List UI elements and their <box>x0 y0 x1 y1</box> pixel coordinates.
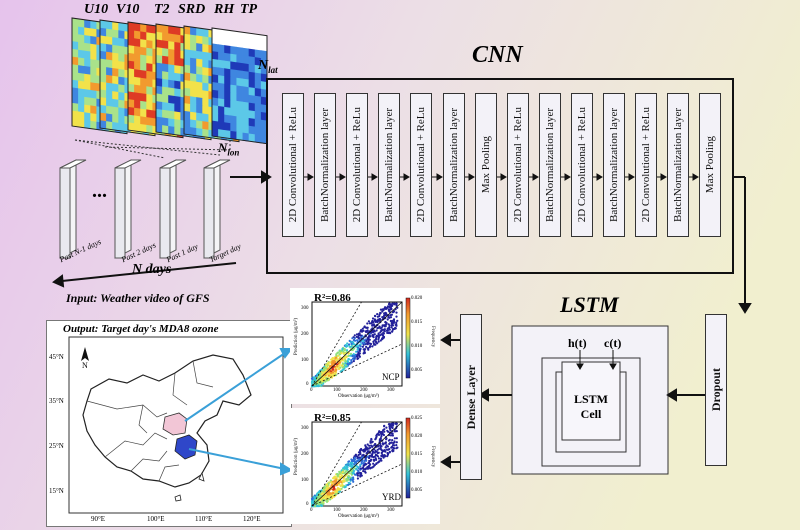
heatmap-stack <box>71 17 268 145</box>
ncp-ytick-100: 100 <box>301 358 309 363</box>
ncp-ylabel: Prediction (μg/m³) <box>294 318 299 356</box>
lstm-c-label: c(t) <box>604 336 622 350</box>
scatter-ncp-plot <box>310 297 411 388</box>
ncp-ytick-300: 300 <box>301 306 309 311</box>
dense-layer-box: Dense Layer <box>460 314 482 480</box>
lat-35: 35°N <box>49 397 64 405</box>
yrd-r2: R²=0.85 <box>314 412 351 424</box>
ncp-xtick-200: 200 <box>360 388 368 393</box>
lat-45: 45°N <box>49 353 64 361</box>
ncp-xtick-100: 100 <box>333 388 341 393</box>
ncp-ctick-0: 0.020 <box>411 296 423 301</box>
nlat-label: Nlat <box>258 58 278 75</box>
cnn-title: CNN <box>472 42 523 68</box>
cnn-layer-10: 2D Convolutional + ReLu <box>571 93 593 237</box>
dropout-box: Dropout <box>705 314 727 466</box>
lstm-h-label: h(t) <box>568 336 587 350</box>
ncp-r2: R²=0.86 <box>314 292 351 304</box>
map-panel: Output: Target day's MDA8 ozone <box>46 320 292 527</box>
lat-15: 15°N <box>49 487 64 495</box>
cnn-layer-1: 2D Convolutional + ReLu <box>282 93 304 237</box>
yrd-ylabel: Prediction (μg/m³) <box>294 438 299 476</box>
cnn-layer-3: 2D Convolutional + ReLu <box>346 93 368 237</box>
cnn-layer-13: BatchNormalization layer <box>667 93 689 237</box>
ncp-region: NCP <box>382 372 400 382</box>
yrd-ytick-300: 300 <box>301 426 309 431</box>
var-label-tp: TP <box>240 2 258 17</box>
cnn-layer-4: BatchNormalization layer <box>378 93 400 237</box>
ellipsis: ... <box>92 180 107 202</box>
yrd-xtick-200: 200 <box>360 508 368 513</box>
yrd-ytick-200: 200 <box>301 452 309 457</box>
yrd-xtick-300: 300 <box>387 508 395 513</box>
yrd-ctick-2: 0.015 <box>411 452 423 457</box>
cnn-layer-6: BatchNormalization layer <box>443 93 465 237</box>
var-label-rh: RH <box>214 2 235 17</box>
ncp-cbar-label: Frequency <box>430 326 435 348</box>
ncp-xlabel: Observation (μg/m³) <box>338 394 379 399</box>
output-caption: Output: Target day's MDA8 ozone <box>63 323 219 335</box>
lstm-title: LSTM <box>560 292 619 317</box>
ncp-xtick-0: 0 <box>310 388 313 393</box>
north-label: N <box>82 361 88 370</box>
yrd-ctick-1: 0.020 <box>411 434 423 439</box>
yrd-ctick-0: 0.025 <box>411 416 423 421</box>
yrd-ctick-4: 0.005 <box>411 488 423 493</box>
scatter-yrd-plot <box>310 417 411 508</box>
lon-120: 120°E <box>243 515 261 523</box>
cnn-layer-8: 2D Convolutional + ReLu <box>507 93 529 237</box>
scatter-ncp-panel: R²=0.86 NCP Observation (μg/m³) Predicti… <box>290 288 440 404</box>
ncp-ytick-0: 0 <box>306 382 309 387</box>
yrd-ctick-3: 0.010 <box>411 470 423 475</box>
cnn-layer-12: 2D Convolutional + ReLu <box>635 93 657 237</box>
var-label-t2: T2 <box>154 2 170 17</box>
cnn-layer-11: BatchNormalization layer <box>603 93 625 237</box>
ncp-ctick-3: 0.005 <box>411 368 423 373</box>
ncp-ctick-1: 0.015 <box>411 320 423 325</box>
china-map <box>68 336 291 514</box>
lon-110: 110°E <box>195 515 213 523</box>
yrd-xlabel: Observation (μg/m³) <box>338 514 379 519</box>
yrd-xtick-100: 100 <box>333 508 341 513</box>
cnn-layer-7: Max Pooling <box>475 93 497 237</box>
yrd-region: YRD <box>382 492 402 502</box>
yrd-cbar-label: Frequency <box>430 446 435 468</box>
var-label-v10: V10 <box>116 2 140 17</box>
ncp-xtick-300: 300 <box>387 388 395 393</box>
cnn-layer-9: BatchNormalization layer <box>539 93 561 237</box>
ncp-ytick-200: 200 <box>301 332 309 337</box>
cnn-layer-14: Max Pooling <box>699 93 721 237</box>
input-heatmaps: U10 V10 T2 SRD RH TP <box>60 0 280 150</box>
var-label-u10: U10 <box>84 2 109 17</box>
ncp-ctick-2: 0.010 <box>411 344 423 349</box>
n-days-label: N days <box>132 262 172 277</box>
var-label-srd: SRD <box>178 2 206 17</box>
input-caption: Input: Weather video of GFS <box>66 291 210 305</box>
lstm-cell-label: LSTM Cell <box>573 392 608 421</box>
nlon-label: Nlon <box>218 140 240 158</box>
lon-100: 100°E <box>147 515 165 523</box>
dense-layer-label: Dense Layer <box>463 364 478 430</box>
yrd-xtick-0: 0 <box>310 508 313 513</box>
dropout-label: Dropout <box>708 368 723 412</box>
scatter-yrd-panel: R²=0.85 YRD Observation (μg/m³) Predicti… <box>290 408 440 524</box>
lon-90: 90°E <box>91 515 106 523</box>
yrd-ytick-100: 100 <box>301 478 309 483</box>
yrd-ytick-0: 0 <box>306 502 309 507</box>
lat-25: 25°N <box>49 442 64 450</box>
cnn-layer-5: 2D Convolutional + ReLu <box>410 93 432 237</box>
cnn-layer-2: BatchNormalization layer <box>314 93 336 237</box>
